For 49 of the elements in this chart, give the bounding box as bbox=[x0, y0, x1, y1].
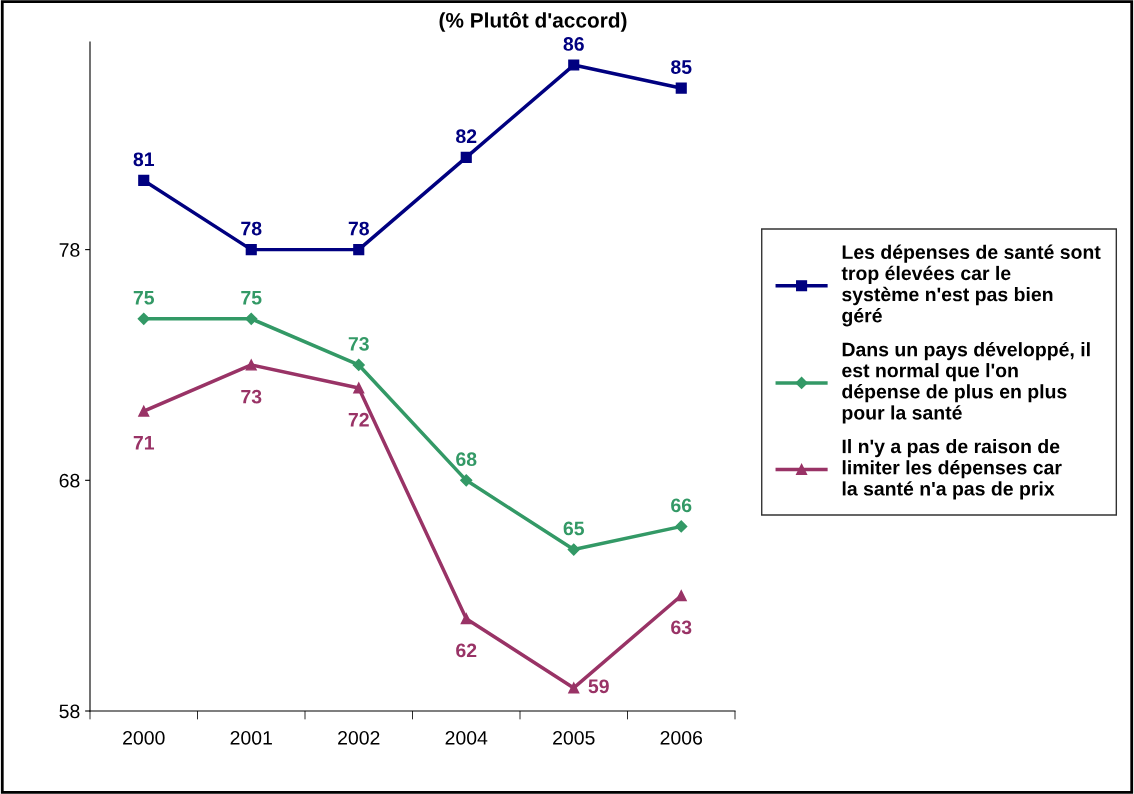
legend-label: Les dépenses de santé sont trop élevées car le système n'est pas bien géré bbox=[841, 244, 1101, 327]
legend-label: Il n'y a pas de raison de limiter les dépenses car la santé n'a pas de prix bbox=[842, 439, 1062, 500]
data-label: 71 bbox=[133, 436, 155, 450]
point bbox=[675, 82, 687, 94]
point bbox=[352, 358, 365, 372]
x-tick-label: 2005 bbox=[553, 730, 595, 745]
data-label: 75 bbox=[133, 291, 155, 305]
data-label: 78 bbox=[241, 221, 262, 236]
legend-label: Dans un pays développé, il est normal que l'on dépense de plus en plus pour la santé bbox=[842, 341, 1090, 424]
point bbox=[137, 312, 150, 325]
point bbox=[675, 520, 688, 533]
point bbox=[460, 613, 472, 625]
point bbox=[568, 682, 580, 694]
point bbox=[460, 474, 473, 487]
data-label: 66 bbox=[671, 498, 692, 513]
x-tick-label: 2000 bbox=[123, 730, 165, 745]
point bbox=[353, 382, 365, 394]
data-label: 72 bbox=[348, 412, 369, 427]
point bbox=[460, 151, 472, 163]
data-label: 81 bbox=[133, 152, 155, 167]
data-label: 62 bbox=[456, 643, 477, 658]
point bbox=[675, 590, 687, 602]
point bbox=[245, 244, 257, 256]
point bbox=[245, 312, 258, 325]
y-tick-label: 58 bbox=[59, 704, 80, 719]
data-label: 78 bbox=[348, 221, 369, 236]
data-label: 82 bbox=[456, 129, 477, 144]
data-label: 59 bbox=[588, 679, 609, 694]
point bbox=[138, 405, 150, 417]
x-tick-label: 2001 bbox=[230, 730, 272, 745]
x-tick-label: 2004 bbox=[445, 730, 488, 745]
point bbox=[138, 174, 150, 186]
data-label: 73 bbox=[241, 389, 262, 404]
data-label: 63 bbox=[671, 620, 692, 635]
x-tick-label: 2006 bbox=[660, 730, 703, 745]
data-label: 85 bbox=[671, 60, 692, 74]
y-tick-label: 68 bbox=[59, 473, 80, 488]
y-tick-label: 78 bbox=[59, 243, 80, 257]
data-label: 73 bbox=[348, 336, 369, 351]
data-label: 68 bbox=[456, 452, 477, 467]
data-label: 86 bbox=[563, 37, 584, 51]
x-tick-label: 2002 bbox=[338, 730, 380, 745]
point bbox=[245, 359, 257, 371]
point bbox=[353, 244, 365, 256]
point bbox=[567, 543, 580, 556]
point bbox=[568, 59, 580, 71]
data-label: 75 bbox=[241, 291, 262, 305]
chart-title: (% Plutôt d'accord) bbox=[439, 11, 627, 32]
data-label: 65 bbox=[563, 521, 585, 536]
